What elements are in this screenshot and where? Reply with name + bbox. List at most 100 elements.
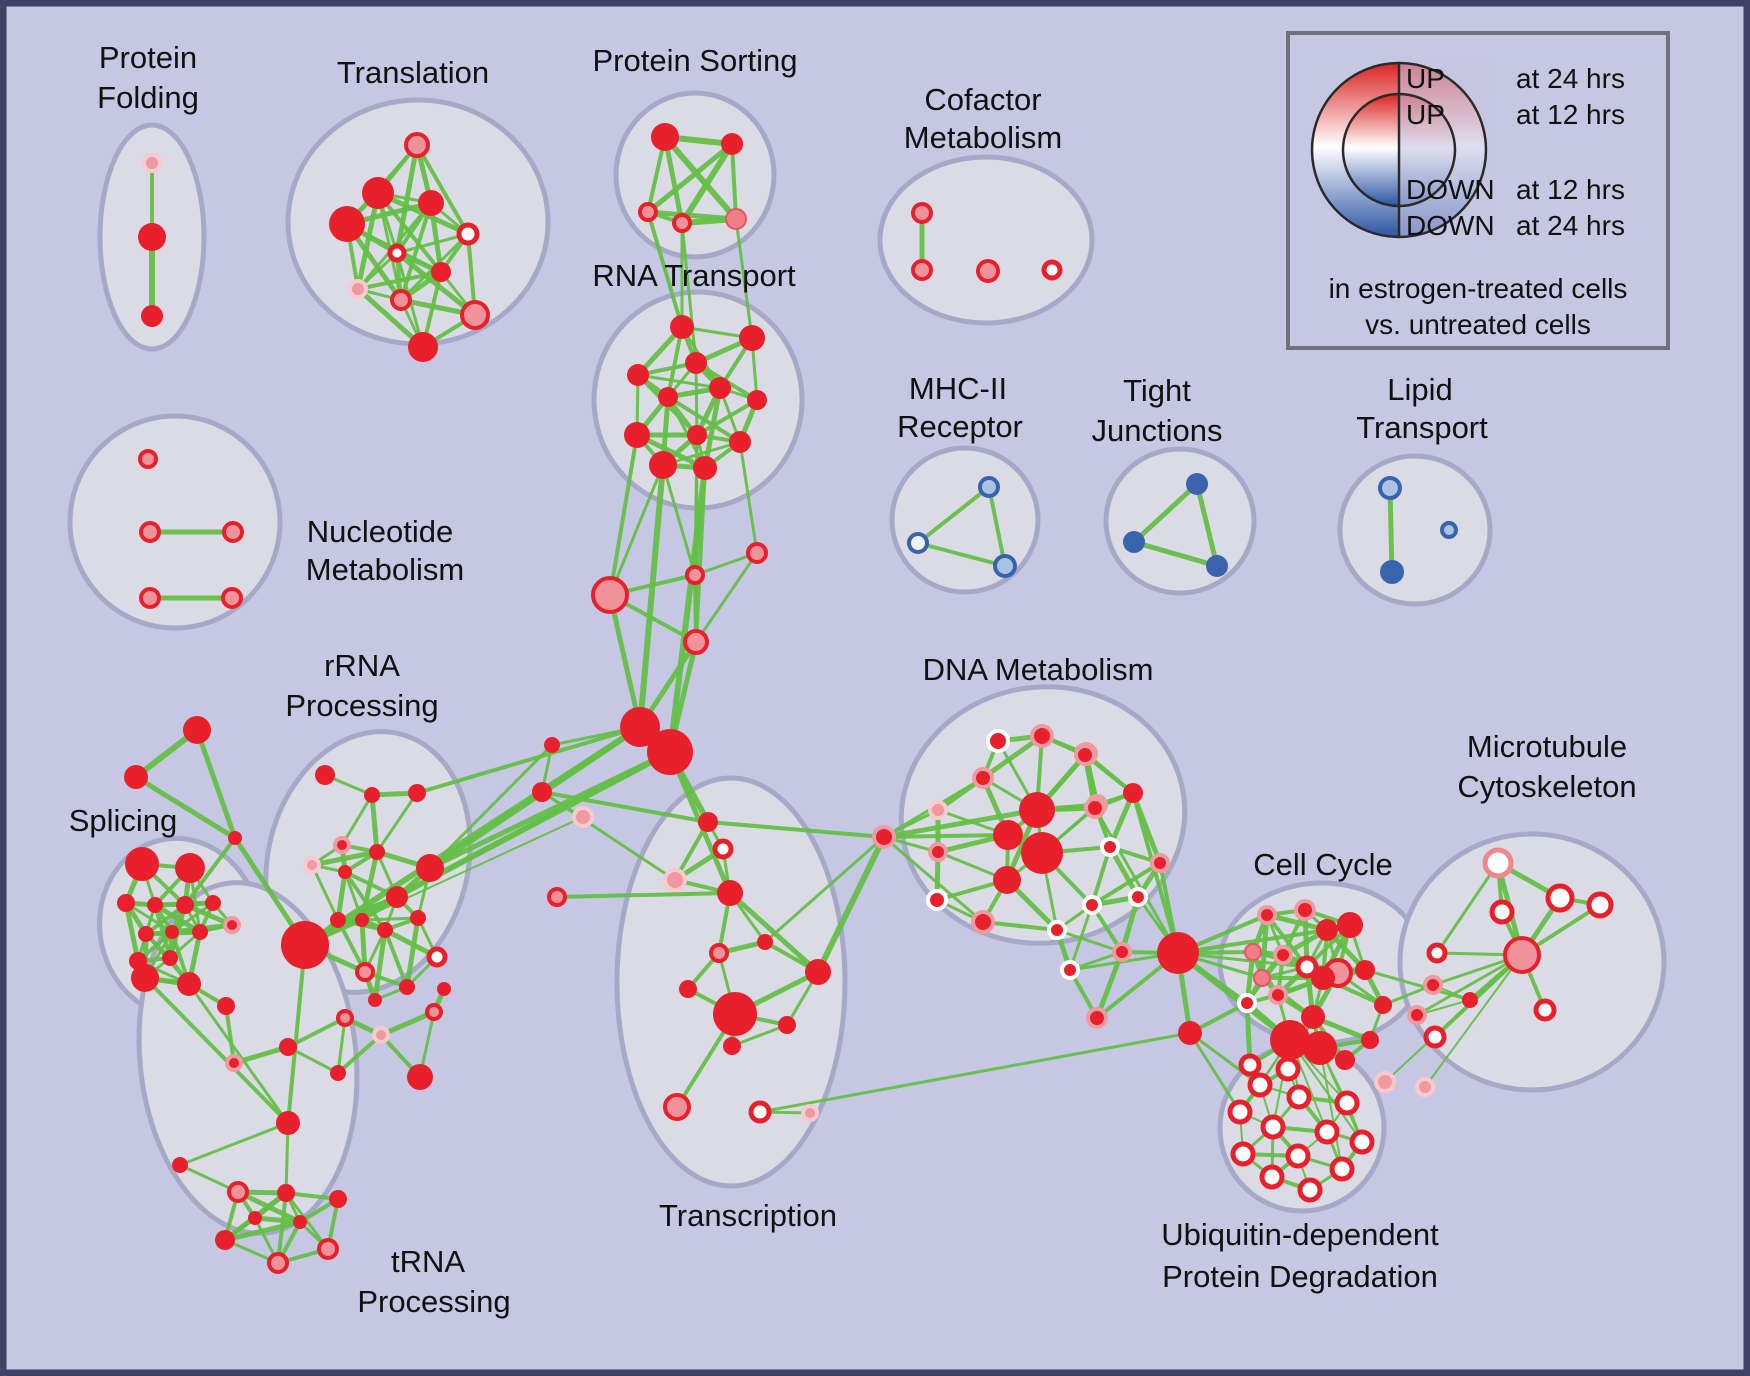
network-edge [662,134,739,222]
cluster-label-trna-processing: Processing [357,1284,510,1319]
network-node [364,787,380,803]
network-node [532,782,552,802]
network-node [348,279,368,299]
cluster-label-microtubule-cytoskeleton: Cytoskeleton [1457,769,1636,804]
network-node [1150,853,1170,873]
network-edge [340,793,374,847]
network-node [355,913,369,927]
network-node [928,842,948,862]
network-edge [679,141,735,226]
network-edge [375,791,419,854]
network-node [131,964,159,992]
network-edge [730,1023,789,1048]
network-edge [637,462,666,730]
network-edge [183,836,237,907]
network-edge [881,807,1040,840]
legend-footer-line: in estrogen-treated cells [1329,273,1628,304]
network-node [1301,1005,1325,1029]
network-node [986,729,1010,753]
network-node [658,387,678,407]
network-edge [194,727,238,841]
network-edge [372,927,388,1003]
network-edge [1415,953,1524,1017]
network-node [390,289,412,311]
network-node [1123,531,1145,553]
network-edge [1424,954,1523,1088]
network-edge [540,790,677,882]
network-node [725,208,747,230]
cluster-nucleotide-metabolism [67,413,283,631]
network-node [138,449,158,469]
network-edge [1093,806,1180,955]
network-node [801,1104,819,1122]
network-edge [734,217,754,340]
network-node [729,431,751,453]
network-edge [1188,1031,1242,1114]
network-node [215,1230,235,1250]
network-node [663,1093,691,1121]
network-node [1021,832,1063,874]
network-edge [694,361,699,437]
network-node [709,943,729,963]
network-node [651,123,679,151]
network-edge [395,232,470,255]
network-node [911,259,933,281]
network-node [1112,942,1132,962]
network-node [1186,473,1208,495]
network-edge [1384,954,1523,1083]
network-edge [224,1004,236,1065]
cluster-label-transcription: Transcription [659,1198,837,1233]
network-node [303,856,321,874]
network-edge [356,270,443,291]
network-node [1303,1031,1337,1065]
network-edge [987,485,1007,568]
network-edge [555,891,732,899]
network-node [647,729,693,775]
network-node [277,1184,295,1202]
network-node [685,565,705,585]
network-node [757,934,773,950]
cluster-label-mhc-ii-receptor: Receptor [897,409,1023,444]
network-node [1489,899,1515,925]
network-edge [607,592,643,730]
network-edge [693,433,699,577]
network-node [1374,1071,1396,1093]
cluster-label-splicing: Splicing [69,803,178,838]
network-edge [981,920,1059,932]
network-node [1286,1084,1312,1110]
network-node [333,836,351,854]
network-edge [540,790,710,824]
network-node [747,390,767,410]
cluster-label-ubiquitin-degradation: Ubiquitin-dependent [1161,1217,1439,1252]
cluster-label-lipid-transport: Transport [1356,410,1488,445]
network-edge [695,398,759,437]
network-node [685,352,707,374]
network-node [1157,932,1199,974]
cluster-label-nucleotide-metabolism: Nucleotide [307,514,453,549]
network-node [125,847,159,881]
cluster-label-protein-folding: Folding [97,80,199,115]
network-node [408,332,438,362]
legend-time-label: at 24 hrs [1516,210,1625,241]
network-node [336,1009,354,1027]
network-node [1086,1007,1108,1029]
cluster-label-nucleotide-metabolism: Metabolism [306,552,465,587]
network-node [591,576,629,614]
network-node [329,206,365,242]
network-node [225,1054,243,1072]
network-node [1329,1156,1355,1182]
network-node [1041,259,1063,281]
network-node [698,812,718,832]
network-edge [1131,539,1220,569]
network-node [117,894,135,912]
network-edge [680,221,698,365]
network-node [1178,1021,1202,1045]
network-node [1244,943,1262,961]
cluster-label-protein-folding: Protein [99,40,197,75]
cluster-label-tight-junctions: Tight [1123,373,1191,408]
network-node [687,425,707,445]
network-edge [662,134,685,226]
network-node [141,305,163,327]
network-edge [309,849,380,868]
network-node [993,554,1017,578]
